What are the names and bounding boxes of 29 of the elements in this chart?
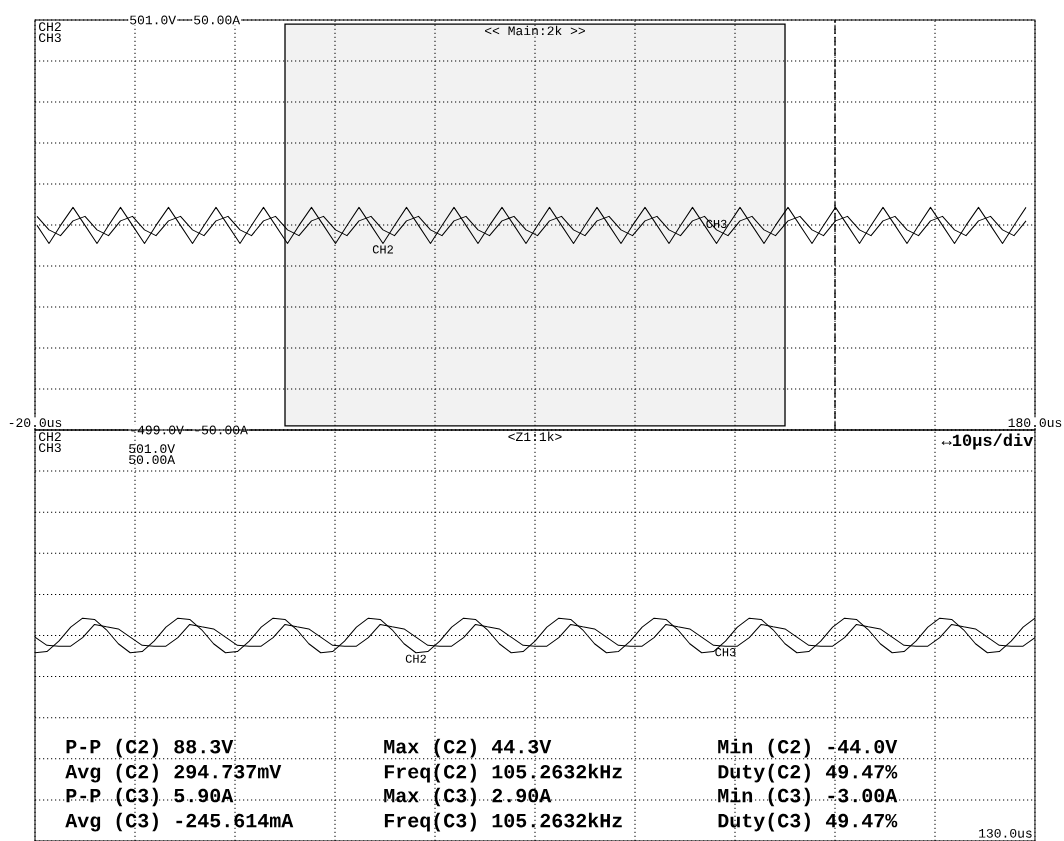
text: Min (C3) -3.00A: [718, 787, 898, 807]
text: Min (C2) -44.0V: [718, 738, 898, 758]
y2-tick-label: 50.00A: [194, 15, 241, 25]
x-tick-label: -20.0us: [9, 418, 62, 428]
text: Avg (C2) 294.737mV: [65, 763, 282, 783]
annotation: CH2: [38, 22, 61, 32]
text: CH2: [38, 432, 61, 442]
series-label: CH2: [405, 654, 426, 663]
text: Max (C2) 44.3V: [384, 738, 552, 758]
series-label: CH2: [372, 245, 393, 254]
series-label: CH3: [715, 648, 736, 657]
annotation: CH3: [38, 33, 61, 43]
text: Avg (C3) -245.614mA: [65, 812, 294, 832]
text: Freq(C3) 105.2632kHz: [384, 812, 622, 832]
text: Duty(C2) 49.47%: [718, 763, 898, 783]
text: 50.00A: [129, 455, 176, 465]
y2-tick-label: -50.00A: [195, 425, 248, 435]
text: P-P (C2) 88.3V: [66, 738, 234, 758]
band-label: << Main:2k >>: [485, 25, 585, 36]
chart-title: <Z1:1k>: [508, 431, 562, 441]
chart-subtitle: ↔10μs/div: [941, 433, 1034, 450]
x-tick-label: 180.0us: [1008, 418, 1062, 428]
text: Duty(C3) 49.47%: [718, 812, 898, 832]
text: Freq(C2) 105.2632kHz: [384, 763, 622, 783]
y-tick-label: -499.0V: [131, 425, 184, 435]
text: CH3: [38, 443, 61, 453]
text: P-P (C3) 5.90A: [66, 787, 234, 807]
text: Max (C3) 2.90A: [384, 787, 552, 807]
text: 130.0us: [979, 828, 1032, 838]
